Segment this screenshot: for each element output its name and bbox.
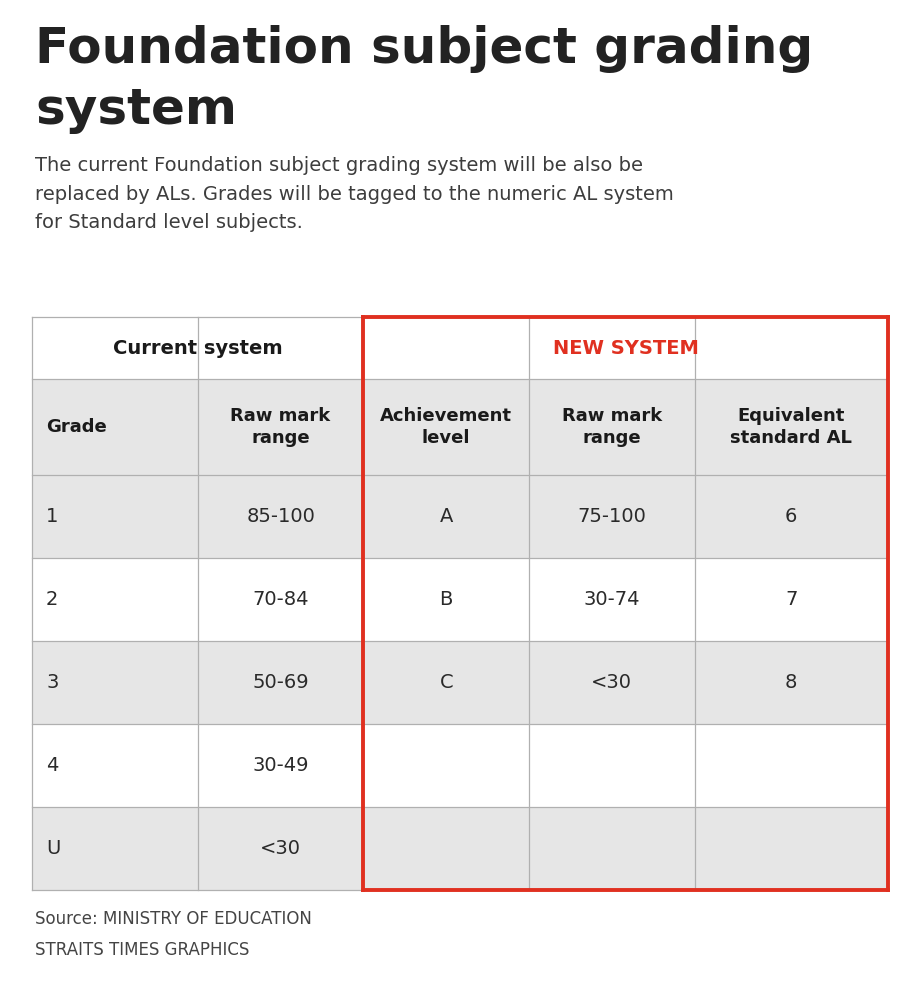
Text: 75-100: 75-100 [577,507,645,526]
Text: 2: 2 [46,590,58,609]
Text: NEW SYSTEM: NEW SYSTEM [552,339,698,357]
Text: <30: <30 [260,839,301,858]
Text: STRAITS TIMES GRAPHICS: STRAITS TIMES GRAPHICS [35,941,249,959]
Text: C: C [439,673,452,692]
Bar [32,641,887,724]
Text: Current system: Current system [113,339,282,357]
Text: 30-74: 30-74 [583,590,640,609]
Text: 6: 6 [784,507,797,526]
Text: 4: 4 [46,757,58,776]
Text: Achievement
level: Achievement level [380,407,512,447]
Text: 1: 1 [46,507,58,526]
Bar [32,475,887,558]
Text: <30: <30 [591,673,631,692]
Text: B: B [439,590,452,609]
Bar [32,807,887,890]
Bar [32,724,887,807]
Text: The current Foundation subject grading system will be also be
replaced by ALs. G: The current Foundation subject grading s… [35,156,673,232]
Bar [32,379,887,475]
Text: Raw mark
range: Raw mark range [562,407,661,447]
Text: Raw mark
range: Raw mark range [231,407,330,447]
Text: system: system [35,86,237,134]
Text: U: U [46,839,61,858]
Text: A: A [439,507,452,526]
Bar [32,558,887,641]
Bar [32,317,887,379]
Text: Equivalent
standard AL: Equivalent standard AL [730,407,851,447]
Text: 30-49: 30-49 [252,757,309,776]
Text: Foundation subject grading: Foundation subject grading [35,25,812,73]
Text: 3: 3 [46,673,58,692]
Text: Grade: Grade [46,418,107,436]
Text: 7: 7 [784,590,797,609]
Text: 85-100: 85-100 [246,507,314,526]
Text: 8: 8 [784,673,797,692]
Text: 50-69: 50-69 [252,673,309,692]
Text: 70-84: 70-84 [252,590,309,609]
Text: Source: MINISTRY OF EDUCATION: Source: MINISTRY OF EDUCATION [35,910,312,929]
